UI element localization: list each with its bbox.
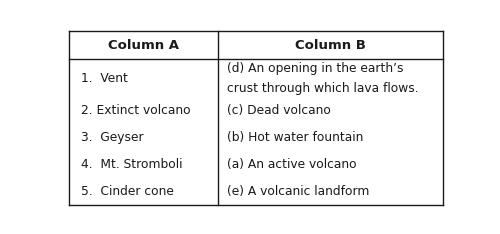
- Text: Column A: Column A: [108, 39, 179, 52]
- Text: (d) An opening in the earth’s: (d) An opening in the earth’s: [227, 62, 404, 75]
- Text: 2. Extinct volcano: 2. Extinct volcano: [81, 104, 190, 117]
- Text: crust through which lava flows.: crust through which lava flows.: [227, 82, 419, 95]
- Text: Column B: Column B: [295, 39, 366, 52]
- Text: (e) A volcanic landform: (e) A volcanic landform: [227, 185, 370, 198]
- Text: (c) Dead volcano: (c) Dead volcano: [227, 104, 331, 117]
- Text: 1.  Vent: 1. Vent: [81, 72, 128, 85]
- Text: (b) Hot water fountain: (b) Hot water fountain: [227, 131, 364, 144]
- Text: 3.  Geyser: 3. Geyser: [81, 131, 144, 144]
- Text: 4.  Mt. Stromboli: 4. Mt. Stromboli: [81, 158, 182, 171]
- Text: (a) An active volcano: (a) An active volcano: [227, 158, 357, 171]
- Text: 5.  Cinder cone: 5. Cinder cone: [81, 185, 174, 198]
